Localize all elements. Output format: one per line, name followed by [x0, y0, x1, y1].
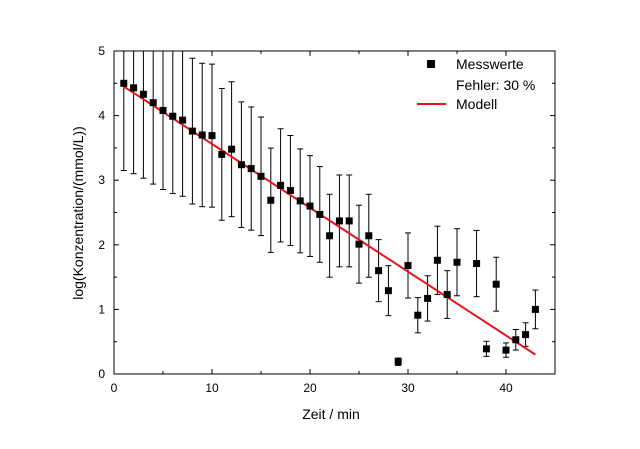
data-point — [424, 294, 432, 302]
data-point — [384, 287, 392, 295]
data-point — [306, 202, 314, 210]
data-point — [335, 217, 343, 225]
data-point — [414, 311, 422, 319]
data-point — [522, 331, 530, 339]
data-point — [473, 260, 481, 268]
model-line — [123, 85, 536, 356]
data-point — [375, 267, 383, 275]
data-point — [394, 358, 402, 366]
data-point — [139, 90, 147, 98]
x-tick-label: 40 — [499, 381, 513, 395]
y-tick-label: 1 — [98, 302, 105, 316]
data-point — [296, 197, 304, 205]
x-tick-label: 10 — [205, 381, 219, 395]
data-point — [482, 345, 490, 353]
y-axis-title: log(Konzentration/(mmol/L)) — [70, 126, 86, 300]
data-point — [365, 232, 373, 240]
data-point — [169, 112, 177, 120]
y-tick-label: 2 — [98, 238, 105, 252]
data-point — [208, 132, 216, 140]
data-point — [120, 79, 128, 87]
data-point — [218, 150, 226, 158]
legend-label-model: Modell — [456, 96, 497, 112]
data-point — [443, 291, 451, 299]
data-point — [326, 232, 334, 240]
data-point — [277, 181, 285, 189]
y-tick-label: 3 — [98, 173, 105, 187]
data-point — [179, 116, 187, 124]
data-point — [512, 336, 520, 344]
y-tick-label: 0 — [98, 367, 105, 381]
data-point — [247, 165, 255, 173]
data-point — [345, 217, 353, 225]
x-axis-title: Zeit / min — [302, 406, 360, 422]
data-point — [188, 127, 196, 135]
data-point — [355, 240, 363, 248]
y-tick-label: 5 — [98, 44, 105, 58]
x-tick-label: 20 — [303, 381, 317, 395]
data-point — [159, 106, 167, 114]
data-point — [130, 84, 138, 92]
data-point — [531, 305, 539, 313]
data-point — [257, 172, 265, 180]
data-point — [149, 99, 157, 107]
x-tick-label: 0 — [111, 381, 118, 395]
legend: Messwerte Fehler: 30 % Modell — [417, 56, 535, 112]
x-tick-label: 30 — [401, 381, 415, 395]
data-point — [492, 280, 500, 288]
data-point — [316, 210, 324, 218]
data-point — [404, 261, 412, 269]
data-point — [502, 346, 510, 354]
data-point — [267, 196, 275, 204]
legend-label-measured: Messwerte — [456, 56, 524, 72]
series-layer — [120, 51, 539, 366]
error-bars — [120, 51, 539, 366]
tick-labels: 0 10 20 30 40 0 1 2 3 4 5 — [98, 44, 513, 395]
data-point — [286, 187, 294, 195]
data-points — [120, 79, 539, 366]
legend-marker-measured — [427, 60, 435, 68]
data-point — [198, 131, 206, 139]
data-point — [433, 256, 441, 264]
data-point — [228, 145, 236, 153]
data-point — [237, 161, 245, 169]
legend-label-error: Fehler: 30 % — [456, 77, 535, 93]
y-tick-label: 4 — [98, 109, 105, 123]
data-point — [453, 258, 461, 266]
